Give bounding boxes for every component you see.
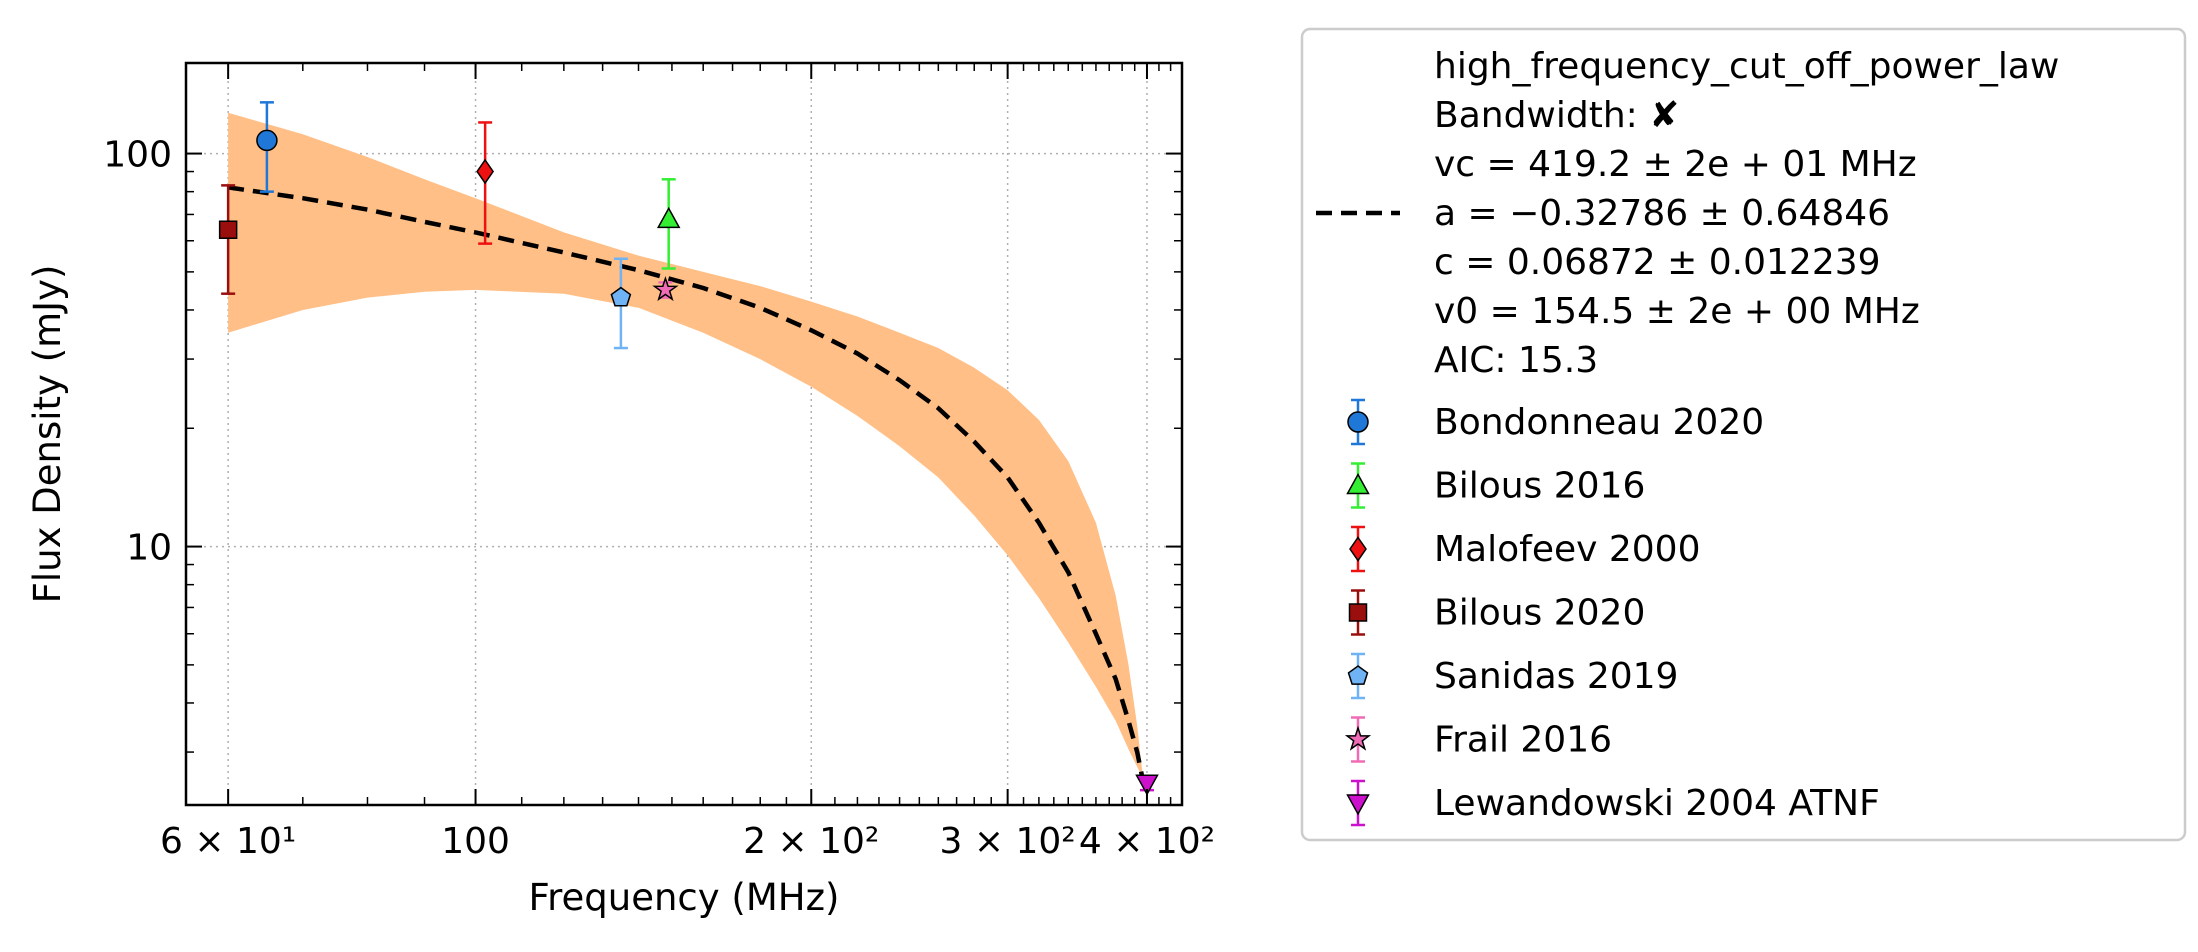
legend-fit-line: c = 0.06872 ± 0.012239 — [1434, 242, 1881, 283]
legend-fit-line: a = −0.32786 ± 0.64846 — [1434, 193, 1890, 234]
legend-label-bilous-2020: Bilous 2020 — [1434, 593, 1645, 634]
legend-marker-bondonneau-2020 — [1348, 412, 1368, 432]
legend-fit-line: high_frequency_cut_off_power_law — [1434, 46, 2059, 87]
legend: high_frequency_cut_off_power_law Bandwidt… — [1302, 29, 2185, 840]
legend-label-malofeev-2000: Malofeev 2000 — [1434, 529, 1700, 570]
legend-fit-line: AIC: 15.3 — [1434, 340, 1598, 381]
legend-fit-line: Bandwidth: ✘ — [1434, 95, 1679, 136]
legend-label-bondonneau-2020: Bondonneau 2020 — [1434, 402, 1764, 443]
legend-fit-line: vc = 419.2 ± 2e + 01 MHz — [1434, 144, 1917, 185]
x-tick-label: 2 × 10² — [743, 821, 879, 862]
y-axis-label: Flux Density (mJy) — [26, 265, 69, 604]
legend-label-lewandowski-2004-atnf: Lewandowski 2004 ATNF — [1434, 783, 1880, 824]
x-tick-label: 6 × 10¹ — [160, 821, 296, 862]
x-axis-label: Frequency (MHz) — [529, 876, 840, 919]
legend-label-bilous-2016: Bilous 2016 — [1434, 466, 1645, 507]
y-tick-label: 100 — [103, 135, 172, 176]
legend-label-frail-2016: Frail 2016 — [1434, 720, 1612, 761]
data-point-bilous-2020 — [220, 221, 237, 238]
x-tick-label: 100 — [441, 821, 510, 862]
legend-fit-line: v0 = 154.5 ± 2e + 00 MHz — [1434, 291, 1920, 332]
y-tick-label: 10 — [126, 528, 172, 569]
legend-marker-bilous-2020 — [1350, 604, 1367, 621]
x-tick-label: 4 × 10² — [1079, 821, 1215, 862]
x-tick-label: 3 × 10² — [940, 821, 1076, 862]
data-point-bondonneau-2020 — [257, 130, 277, 150]
legend-label-sanidas-2019: Sanidas 2019 — [1434, 656, 1678, 697]
